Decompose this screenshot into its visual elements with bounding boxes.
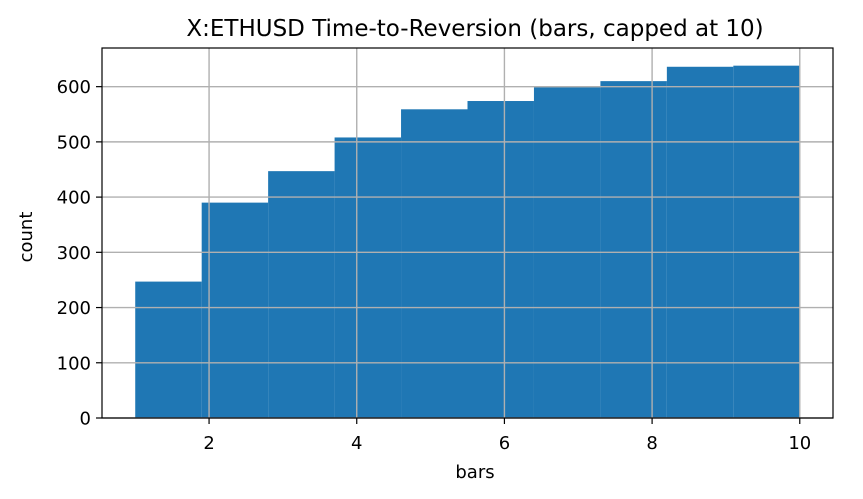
x-tick-label: 6 xyxy=(499,433,510,454)
histogram-bar xyxy=(733,65,800,419)
histogram-bar xyxy=(334,137,402,418)
histogram-bar xyxy=(268,171,335,418)
x-tick-label: 2 xyxy=(203,433,214,454)
y-tick-label: 300 xyxy=(57,243,91,264)
y-tick-label: 0 xyxy=(80,409,91,430)
y-tick-label: 100 xyxy=(57,353,91,374)
x-axis-ticks: 2 4 6 8 10 xyxy=(203,418,811,454)
y-tick-label: 200 xyxy=(57,298,91,319)
grid-lines xyxy=(102,48,833,419)
y-axis-label: count xyxy=(16,212,37,263)
histogram-bar xyxy=(666,66,734,418)
x-axis-label: bars xyxy=(455,462,494,483)
y-tick-label: 600 xyxy=(57,77,91,98)
histogram-bar xyxy=(135,281,202,418)
y-axis-ticks: 0 100 200 300 400 500 600 xyxy=(57,77,102,430)
x-tick-label: 4 xyxy=(351,433,362,454)
plot-frame xyxy=(101,47,834,419)
histogram-bar xyxy=(401,109,468,418)
histogram-bar xyxy=(600,81,667,418)
histogram-bar xyxy=(201,202,269,418)
histogram-bars xyxy=(135,65,800,419)
y-tick-label: 500 xyxy=(57,132,91,153)
histogram-bar xyxy=(467,101,534,418)
x-tick-label: 10 xyxy=(788,433,811,454)
x-tick-label: 8 xyxy=(646,433,657,454)
y-tick-label: 400 xyxy=(57,188,91,209)
chart-title: X:ETHUSD Time-to-Reversion (bars, capped… xyxy=(186,16,763,42)
